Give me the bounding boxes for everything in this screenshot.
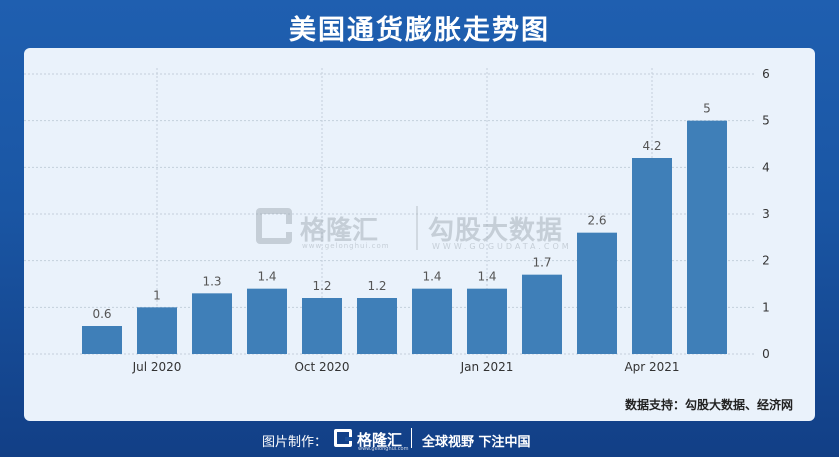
y-tick-label: 0 [762,347,770,361]
footer-divider [411,428,412,448]
data-labels: 0.6 1 1.3 1.4 1.2 1.2 1.4 1.4 1.7 2.6 4.2 5 [92,102,710,321]
footer-brand-url: www.gelonghui.com [358,446,408,452]
bar [137,307,177,354]
footer-logo-icon [334,429,352,447]
data-label: 2.6 [587,214,606,228]
page-title: 美国通货膨胀走势图 [0,8,839,47]
bar [247,289,287,354]
x-tick-label: Jan 2021 [460,360,514,374]
data-label: 1.4 [477,270,496,284]
bars [82,121,727,354]
bar [412,289,452,354]
bar [467,289,507,354]
data-label: 1 [153,288,161,302]
bar [82,326,122,354]
data-label: 1.2 [312,279,331,293]
chart-panel: 0.6 1 1.3 1.4 1.2 1.2 1.4 1.4 1.7 2.6 4.2 5 0 1 2 3 4 5 6… [24,48,815,421]
footer-slogan: 全球视野 下注中国 [422,431,531,450]
bar [192,293,232,354]
footer-made-label: 图片制作： [262,431,327,450]
y-axis-ticks: 0 1 2 3 4 5 6 [762,67,770,361]
source-note: 数据支持：勾股大数据、经济网 [625,396,793,413]
bar [522,275,562,354]
y-tick-label: 4 [762,160,770,174]
footer: 图片制作： 格隆汇 www.gelonghui.com 全球视野 下注中国 [0,426,839,452]
y-tick-label: 6 [762,67,770,81]
bar [302,298,342,354]
data-label: 4.2 [642,139,661,153]
y-tick-label: 2 [762,254,770,268]
data-label: 1.4 [257,270,276,284]
x-axis-ticks: Jul 2020 Oct 2020 Jan 2021 Apr 2021 [132,360,680,374]
bar-chart: 0.6 1 1.3 1.4 1.2 1.2 1.4 1.4 1.7 2.6 4.2 5 0 1 2 3 4 5 6… [24,48,815,421]
data-label: 1.4 [422,270,441,284]
data-label: 1.3 [202,274,221,288]
x-tick-label: Jul 2020 [132,360,182,374]
data-label: 1.2 [367,279,386,293]
data-label: 5 [703,102,711,116]
data-label: 0.6 [92,307,111,321]
y-tick-label: 5 [762,114,770,128]
x-tick-label: Oct 2020 [294,360,349,374]
data-label: 1.7 [532,256,551,270]
bar [577,233,617,354]
bar [357,298,397,354]
bar [632,158,672,354]
y-tick-label: 3 [762,207,770,221]
bar [687,121,727,354]
x-tick-label: Apr 2021 [624,360,679,374]
y-tick-label: 1 [762,300,770,314]
